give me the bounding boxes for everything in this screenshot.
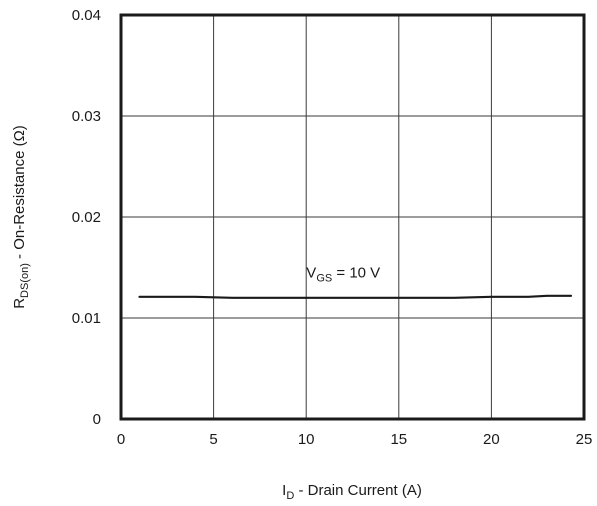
x-tick-label: 20 — [483, 431, 500, 448]
x-tick-label: 15 — [390, 431, 407, 448]
annotation-rest: = 10 V — [332, 265, 380, 282]
x-axis-label-sub: D — [286, 490, 294, 502]
plot-frame — [119, 13, 586, 421]
y-axis-label-main: R — [11, 298, 28, 309]
annotation-main: V — [306, 265, 316, 282]
x-tick-label: 10 — [298, 431, 315, 448]
x-tick-label: 5 — [209, 431, 217, 448]
y-tick-label: 0.01 — [72, 310, 101, 327]
y-tick-label: 0 — [93, 411, 101, 428]
series-annotation-label: VGS = 10 V — [306, 265, 380, 285]
y-tick-label: 0.02 — [72, 209, 101, 226]
series-line — [138, 294, 573, 299]
grid-layer — [121, 15, 584, 419]
y-axis-label: RDS(on) - On-Resistance (Ω) — [11, 125, 31, 309]
x-tick-labels: 0 5 10 15 20 25 — [117, 431, 593, 448]
y-tick-label: 0.04 — [72, 7, 101, 24]
x-axis-label-rest: - Drain Current (A) — [294, 482, 422, 499]
annotation-layer: VGS = 10 V — [306, 265, 380, 285]
y-axis-label-sub: DS(on) — [19, 263, 31, 298]
y-tick-labels: 0 0.01 0.02 0.03 0.04 — [72, 7, 101, 428]
x-tick-label: 0 — [117, 431, 125, 448]
y-tick-label: 0.03 — [72, 108, 101, 125]
x-axis-label-main: I — [282, 482, 286, 499]
x-tick-label: 25 — [576, 431, 593, 448]
series-layer — [138, 294, 573, 299]
annotation-sub: GS — [316, 273, 332, 285]
y-axis-label-rest: - On-Resistance (Ω) — [11, 125, 28, 263]
x-axis-label: ID - Drain Current (A) — [282, 482, 422, 502]
